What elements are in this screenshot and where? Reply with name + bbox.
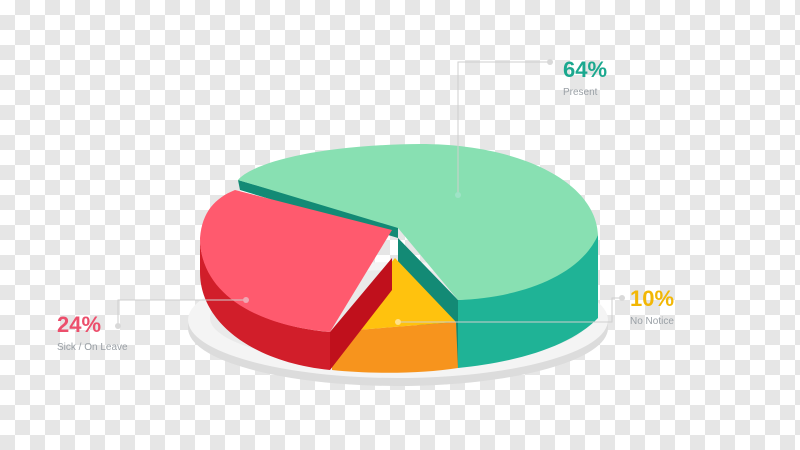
slice-present-side: [458, 235, 598, 368]
slice-present-top: [238, 144, 598, 300]
sick-percent: 24%: [57, 312, 102, 337]
leader-line-present: [457, 61, 550, 195]
leader-dot-present-start: [455, 192, 461, 198]
leader-line-sick: [117, 299, 246, 326]
slice-present-cut: [238, 180, 458, 368]
leader-dot-sick-start: [243, 297, 249, 303]
no-notice-percent: 10%: [630, 286, 675, 311]
slice-sick-cut: [330, 258, 392, 370]
no-notice-name: No Notice: [630, 316, 674, 327]
sick-name: Sick / On Leave: [57, 342, 128, 353]
leader-dot-nonotice-start: [395, 319, 401, 325]
slice-sick-side: [200, 238, 330, 370]
slice-sick-top: [200, 190, 392, 332]
present-name: Present: [563, 87, 598, 98]
label-no-notice: 10% No Notice: [630, 286, 674, 328]
present-percent: 64%: [563, 57, 608, 82]
slice-nonotice-side: [332, 322, 458, 373]
leader-dot-present-end: [547, 59, 553, 65]
label-sick-on-leave: 24% Sick / On Leave: [57, 312, 128, 354]
label-present: 64% Present: [563, 57, 607, 99]
leader-line-nonotice: [398, 297, 622, 323]
leader-dot-sick-end: [115, 323, 121, 329]
leader-dot-nonotice-end: [619, 295, 625, 301]
